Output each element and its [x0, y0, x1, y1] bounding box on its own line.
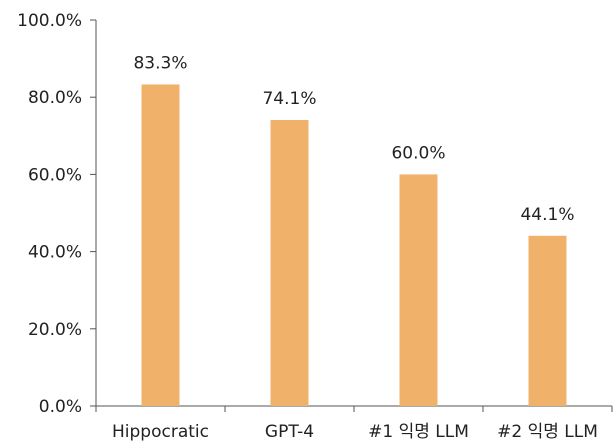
data-label: 74.1% [262, 89, 316, 109]
bar [399, 174, 438, 406]
x-tick-label: Hippocratic [112, 422, 209, 442]
value-labels: 83.3% 74.1% 60.0% 44.1% [133, 53, 574, 224]
data-label: 44.1% [520, 205, 574, 225]
y-axis-ticks: 0.0% 20.0% 40.0% 60.0% 80.0% 100.0% [17, 11, 613, 417]
x-tick-label: GPT-4 [265, 422, 314, 442]
y-tick-label: 20.0% [28, 320, 82, 340]
category-labels: Hippocratic GPT-4 #1 익명 LLM #2 익명 LLM [112, 422, 598, 442]
data-label: 83.3% [133, 53, 187, 73]
data-label: 60.0% [391, 143, 445, 163]
x-tick-label: #1 익명 LLM [368, 422, 469, 442]
bars [141, 84, 567, 406]
x-tick-label: #2 익명 LLM [497, 422, 598, 442]
bar [528, 235, 567, 406]
y-tick-label: 80.0% [28, 88, 82, 108]
y-tick-label: 0.0% [39, 397, 82, 417]
bar [270, 119, 309, 406]
bar [141, 84, 180, 406]
y-tick-label: 100.0% [17, 11, 82, 31]
y-tick-label: 60.0% [28, 165, 82, 185]
y-tick-label: 40.0% [28, 243, 82, 263]
